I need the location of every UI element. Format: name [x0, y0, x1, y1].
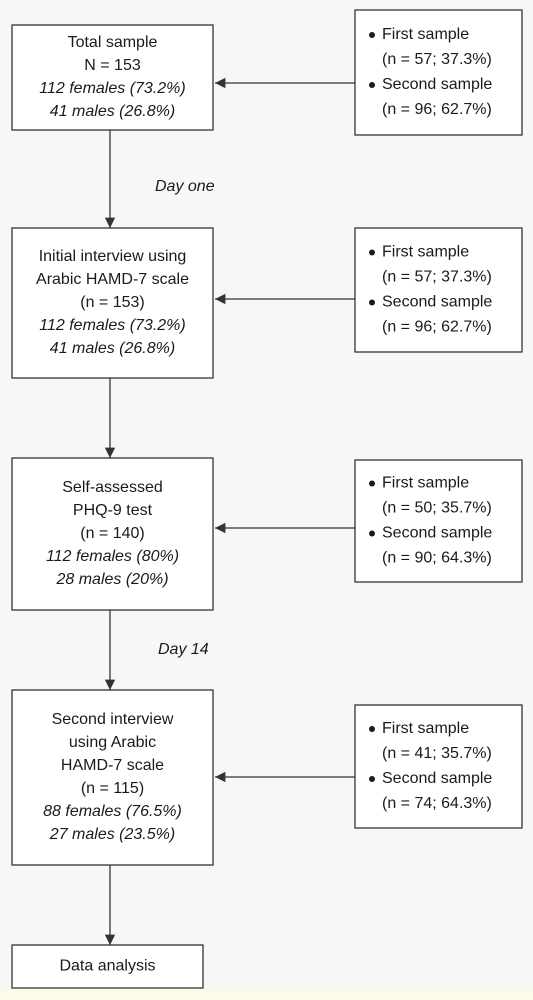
- sample-label: First sample: [382, 475, 469, 492]
- box-text: Total sample: [68, 34, 158, 51]
- bullet: [369, 480, 375, 487]
- sample-label: First sample: [382, 720, 469, 737]
- box-text: Second interview: [52, 711, 174, 728]
- sample-label: Second sample: [382, 294, 492, 311]
- box-text: using Arabic: [69, 734, 156, 751]
- sample-value: (n = 50; 35.7%): [382, 500, 492, 517]
- sample-label: First sample: [382, 26, 469, 43]
- sample-value: (n = 96; 62.7%): [382, 101, 492, 118]
- bullet: [369, 726, 375, 732]
- bullet: [369, 82, 375, 88]
- sample-label: Second sample: [382, 770, 492, 787]
- box-detail: 41 males (26.8%): [50, 103, 175, 120]
- box-text: HAMD-7 scale: [61, 757, 164, 774]
- process-box: [11, 24, 214, 131]
- bullet: [369, 776, 375, 782]
- box-text: N = 153: [84, 57, 141, 74]
- box-detail: 112 females (73.2%): [39, 80, 185, 97]
- bullet: [369, 299, 375, 306]
- sample-value: (n = 57; 37.3%): [382, 51, 492, 68]
- box-text: (n = 115): [81, 780, 144, 797]
- process-box: [11, 457, 214, 611]
- sample-value: (n = 96; 62.7%): [382, 319, 492, 336]
- sample-box: [354, 9, 523, 136]
- box-text: Arabic HAMD-7 scale: [36, 271, 189, 288]
- time-label: Day 14: [158, 641, 209, 658]
- box-detail: 112 females (80%): [46, 548, 179, 565]
- sample-box: [354, 704, 523, 829]
- box-detail: 27 males (23.5%): [49, 826, 175, 843]
- box-text: Self-assessed: [62, 479, 163, 496]
- bullet: [369, 530, 375, 537]
- box-text: Initial interview using: [39, 248, 187, 265]
- sample-value: (n = 57; 37.3%): [382, 269, 492, 286]
- process-box: [11, 227, 214, 379]
- bullet: [369, 32, 375, 38]
- sample-label: First sample: [382, 244, 469, 261]
- box-text: PHQ-9 test: [73, 502, 153, 519]
- box-detail: 28 males (20%): [55, 571, 168, 588]
- box-text: (n = 140): [80, 525, 144, 542]
- box-text: (n = 153): [80, 294, 144, 311]
- bullet: [369, 249, 375, 256]
- sample-value: (n = 74; 64.3%): [382, 795, 492, 812]
- sample-value: (n = 41; 35.7%): [382, 745, 492, 762]
- box-detail: 88 females (76.5%): [43, 803, 182, 820]
- sample-box: [354, 227, 523, 353]
- process-box: [11, 944, 204, 989]
- process-box: [11, 689, 214, 866]
- sample-label: Second sample: [382, 76, 492, 93]
- sample-value: (n = 90; 64.3%): [382, 550, 492, 567]
- sample-label: Second sample: [382, 525, 492, 542]
- time-label: Day one: [155, 178, 215, 195]
- bottom-strip: [0, 990, 533, 1000]
- sample-box: [354, 459, 523, 583]
- box-text: Data analysis: [59, 958, 155, 975]
- box-detail: 112 females (73.2%): [39, 317, 185, 334]
- box-detail: 41 males (26.8%): [50, 340, 175, 357]
